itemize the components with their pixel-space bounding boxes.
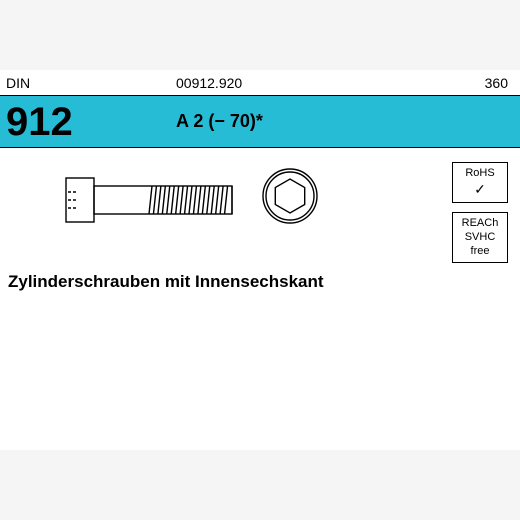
screw-head-icon	[260, 166, 320, 226]
din-label: DIN	[0, 70, 170, 96]
screw-side-icon	[64, 170, 244, 230]
reach-line3: free	[455, 245, 505, 259]
reach-line2: SVHC	[455, 231, 505, 245]
material: A 2 (− 70)*	[176, 111, 263, 132]
header-right-empty	[420, 96, 520, 147]
header-mid: 00912.920 A 2 (− 70)*	[170, 70, 420, 147]
product-code: 00912.920	[170, 70, 420, 96]
header-right: 360	[420, 70, 520, 147]
reach-line1: REACh	[455, 217, 505, 231]
qty: 360	[420, 70, 520, 96]
rohs-check-icon: ✓	[455, 181, 505, 199]
material-cell: A 2 (− 70)*	[170, 96, 420, 147]
din-number: 912	[6, 102, 73, 142]
product-card: DIN 912 00912.920 A 2 (− 70)* 360 RoHS ✓	[0, 70, 520, 450]
din-number-cell: 912	[0, 96, 170, 147]
rohs-badge: RoHS ✓	[452, 162, 508, 203]
reach-badge: REACh SVHC free	[452, 212, 508, 263]
diagram-area: RoHS ✓ REACh SVHC free Zylinderschrauben…	[0, 148, 520, 298]
description: Zylinderschrauben mit Innensechskant	[8, 272, 324, 292]
header: DIN 912 00912.920 A 2 (− 70)* 360	[0, 70, 520, 148]
header-left: DIN 912	[0, 70, 170, 147]
rohs-label: RoHS	[455, 167, 505, 181]
